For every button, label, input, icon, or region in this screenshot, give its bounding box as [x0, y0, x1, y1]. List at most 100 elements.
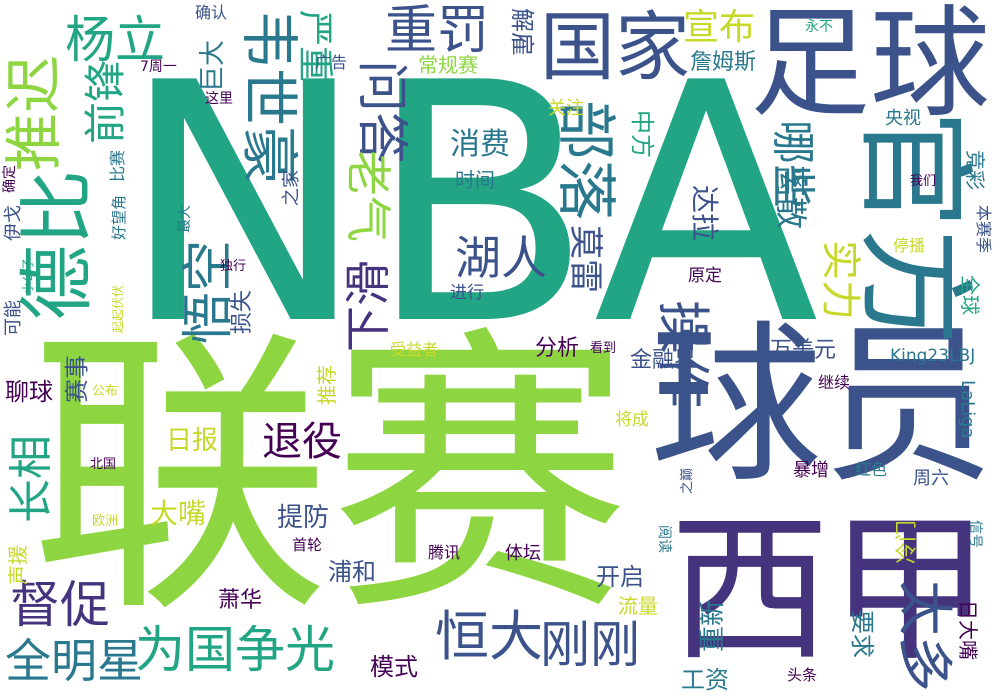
- word-chongxin: 重新: [698, 600, 728, 653]
- word-keneng: 可能: [3, 300, 24, 336]
- word-zhongfang: 中方: [628, 110, 656, 158]
- word-molei: 莫雷: [565, 225, 605, 293]
- word-huren: 湖人: [455, 231, 547, 285]
- word-zhijia: 之家: [281, 170, 302, 206]
- word-debi: 德比: [13, 170, 101, 321]
- word-yige: 伊戈: [3, 205, 24, 241]
- word-toutiao: 头条: [787, 666, 818, 684]
- word-duchu: 督促: [10, 576, 110, 634]
- word-queding: 确定: [2, 165, 18, 193]
- word-kaiqi: 开启: [596, 563, 644, 591]
- word-duxing: 独行: [220, 259, 247, 274]
- word-yuanding: 原定: [688, 266, 722, 286]
- word-qianfeng: 前锋: [81, 60, 130, 145]
- word-xijia: 西甲: [670, 496, 991, 683]
- word-dazui: 大嘴: [150, 497, 207, 530]
- word-wukong: 悟空: [179, 240, 239, 345]
- word-jingcai: 竞彩: [963, 150, 987, 190]
- word-quanqiu: 全球: [958, 275, 982, 315]
- word-qiqifufu: 起起伏伏: [111, 285, 125, 334]
- word-zhongfa: 重罚: [385, 1, 490, 61]
- word-zhouliu: 周六: [913, 468, 949, 489]
- word-ganggang: 刚刚: [540, 616, 640, 674]
- word-queren: 确认: [195, 3, 228, 22]
- word-zhangxiang: 长相: [6, 435, 57, 523]
- word-liansai: 联赛: [30, 303, 630, 652]
- word-xinhao: 信号: [967, 520, 983, 548]
- word-shoulun: 首轮: [292, 536, 323, 554]
- word-shouyizhe: 受益者: [390, 340, 439, 359]
- word-gongbu: 公布: [92, 384, 119, 399]
- word-shengyuan: 声援: [6, 545, 30, 585]
- word-yangshi: 央视: [885, 108, 921, 129]
- word-weishihao: 韦世豪: [235, 10, 303, 185]
- word-yuedu: 阅读: [656, 525, 672, 553]
- word-moshi: 模式: [370, 653, 418, 681]
- word-tuichi: 推迟: [0, 55, 68, 172]
- word-wanmeiyuan: 万美元: [770, 338, 837, 363]
- word-puhe: 浦和: [328, 558, 376, 586]
- word-kandao: 看到: [590, 341, 617, 356]
- word-yongbu: 永不: [805, 19, 833, 35]
- word-zheli: 这里: [205, 91, 233, 107]
- word-baozeng: 暴增: [793, 460, 829, 481]
- word-sunshi: 损失: [230, 290, 255, 335]
- word-king23lbj: King23LBJ: [890, 346, 976, 366]
- word-nba: NBA: [120, 13, 819, 397]
- word-ribao: 日报: [166, 426, 219, 456]
- word-ridazui: 日大嘴: [956, 600, 980, 660]
- word-ouzhou: 欧洲: [92, 514, 119, 529]
- word-guanzhu: 关注: [548, 98, 584, 119]
- word-yaoqiu: 要求: [848, 610, 876, 658]
- word-qiuyuan: 球员: [650, 305, 994, 506]
- word-lisan: 离散: [772, 165, 810, 230]
- word-tengxun: 腾讯: [428, 543, 461, 562]
- word-tingbo: 停播: [893, 236, 926, 255]
- word-shijian: 时间: [455, 168, 495, 192]
- word-guanfang: 官方: [845, 110, 983, 347]
- word-weiguozhengguang: 为国争光: [135, 621, 335, 679]
- word-gongzi: 工资: [681, 666, 729, 694]
- word-saishi: 赛事: [63, 355, 91, 403]
- word-laliga: LaLiga: [957, 380, 978, 439]
- word-quanmingxing: 全明星: [5, 634, 143, 688]
- word-xiaogongzi: 小公子: [21, 258, 35, 295]
- word-jiangcheng: 将成: [615, 410, 649, 430]
- word-haowangjiao: 好望角: [110, 195, 128, 241]
- word-tuijian: 推荐: [315, 365, 339, 405]
- word-guojia: 国家: [540, 3, 691, 91]
- word-liuliang: 流量: [618, 594, 658, 618]
- word-xiahua: 下滑: [341, 260, 395, 352]
- word-taiduo: 太多: [891, 580, 956, 692]
- word-titan: 体坛: [505, 543, 541, 564]
- word-guanggao: 广告: [315, 53, 348, 72]
- word-bensaiji: 本赛季: [974, 205, 993, 254]
- word-lengmen: 冷门: [895, 520, 920, 565]
- word-zhidian: 之巅: [680, 468, 695, 495]
- word-hengda: 恒大: [435, 605, 543, 668]
- word-tifang: 提防: [277, 503, 330, 533]
- word-liaoqiu: 聊球: [5, 378, 53, 406]
- word-women: 我们: [910, 174, 937, 189]
- word-zhanmusi: 詹姆斯: [690, 50, 757, 75]
- word-beiguo: 北国: [90, 457, 117, 472]
- word-jixu: 继续: [818, 373, 851, 392]
- word-jinxing: 进行: [450, 283, 484, 303]
- word-bisai: 比赛: [108, 150, 127, 183]
- word-xiaohua: 萧华: [218, 588, 263, 613]
- word-juda: 巨大: [198, 40, 228, 93]
- word-jinrongjie: 金融界: [630, 348, 697, 373]
- word-tuiyi: 退役: [262, 419, 342, 465]
- word-laoqi: 老气: [341, 150, 395, 242]
- word-hongse: 红色: [855, 460, 888, 479]
- word-jiegu: 解雇: [508, 8, 536, 56]
- word-xiaofei: 消费: [450, 127, 510, 162]
- word-yangli: 杨立: [65, 11, 165, 69]
- word-wenda: 问答: [351, 60, 411, 165]
- word-dala: 达拉: [688, 185, 721, 242]
- word-zuida: 最大: [177, 205, 193, 233]
- word-shili: 实力: [817, 240, 863, 320]
- word-changguisai: 常规赛: [418, 53, 478, 77]
- word-xuanbu: 宣布: [683, 7, 756, 48]
